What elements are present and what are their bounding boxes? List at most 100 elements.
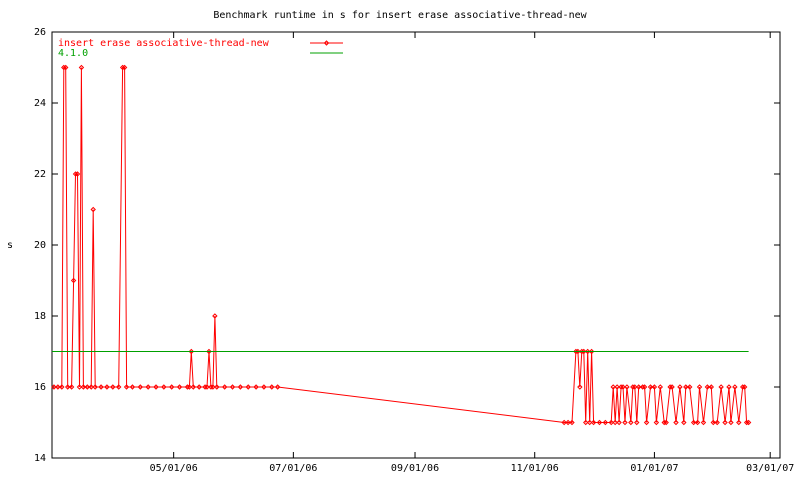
- x-tick-label: 01/01/07: [630, 463, 678, 474]
- data-point: [718, 384, 724, 390]
- x-tick-label: 11/01/06: [511, 463, 559, 474]
- data-point: [129, 384, 136, 390]
- data-point: [639, 384, 646, 390]
- data-point: [616, 419, 622, 426]
- data-point: [694, 419, 701, 426]
- data-point: [728, 419, 734, 426]
- data-point: [677, 384, 683, 390]
- series-line: [54, 67, 749, 423]
- data-point: [590, 419, 597, 426]
- data-point: [119, 64, 126, 71]
- data-point: [78, 64, 85, 71]
- data-point: [92, 384, 98, 390]
- data-point: [61, 64, 67, 71]
- data-point: [624, 384, 630, 390]
- x-tick-label: 03/01/07: [746, 463, 794, 474]
- data-point: [63, 64, 69, 71]
- data-point: [736, 419, 742, 426]
- chart-title: Benchmark runtime in s for insert erase …: [213, 10, 587, 21]
- data-point: [90, 206, 96, 213]
- data-point: [641, 384, 648, 390]
- data-point: [569, 419, 575, 426]
- y-tick-label: 18: [34, 311, 46, 322]
- data-point: [622, 419, 628, 426]
- data-point: [261, 384, 267, 390]
- data-point: [245, 384, 251, 390]
- data-point: [657, 384, 664, 390]
- data-point: [663, 419, 669, 426]
- data-point: [253, 384, 259, 390]
- data-point: [696, 384, 703, 390]
- data-point: [722, 419, 728, 426]
- data-point: [196, 384, 202, 390]
- data-point: [743, 419, 750, 426]
- data-point: [202, 384, 208, 390]
- data-point: [667, 384, 673, 390]
- y-tick-label: 22: [34, 169, 46, 180]
- data-point: [214, 384, 220, 390]
- data-point: [98, 384, 104, 390]
- data-point: [212, 313, 218, 319]
- data-point: [221, 384, 228, 390]
- y-tick-label: 20: [34, 240, 46, 251]
- data-point: [59, 384, 65, 390]
- data-point: [661, 419, 667, 426]
- data-point: [161, 384, 167, 390]
- data-point: [110, 384, 116, 390]
- legend-marker: [323, 40, 330, 46]
- data-point: [229, 384, 236, 390]
- data-point: [741, 384, 748, 390]
- data-point: [628, 419, 634, 426]
- x-tick-label: 05/01/06: [150, 463, 198, 474]
- legend-label: insert erase associative-thread-new: [58, 38, 270, 49]
- data-point: [68, 384, 75, 390]
- data-point: [630, 384, 636, 390]
- data-point: [669, 384, 675, 390]
- y-tick-label: 24: [34, 98, 46, 109]
- plot-border: [51, 31, 781, 459]
- data-point: [596, 419, 603, 426]
- data-point: [745, 419, 752, 426]
- data-point: [740, 384, 746, 390]
- x-tick-label: 09/01/06: [391, 463, 439, 474]
- y-axis-label: s: [7, 240, 13, 251]
- data-point: [116, 384, 122, 390]
- data-point: [634, 419, 640, 426]
- data-point: [714, 419, 720, 426]
- y-tick-label: 14: [34, 453, 46, 464]
- data-point: [176, 384, 183, 390]
- data-point: [104, 384, 110, 390]
- data-point: [687, 384, 693, 390]
- data-point: [153, 384, 159, 390]
- data-point: [653, 419, 660, 426]
- data-point: [651, 384, 658, 390]
- data-point: [269, 384, 275, 390]
- data-point: [732, 384, 738, 390]
- data-point: [274, 384, 281, 390]
- data-point: [190, 384, 196, 390]
- data-point: [577, 384, 583, 390]
- data-point: [70, 277, 77, 284]
- data-point: [618, 384, 624, 390]
- data-point: [673, 419, 679, 426]
- y-tick-label: 16: [34, 382, 46, 393]
- data-point: [74, 171, 81, 177]
- data-point: [121, 64, 128, 71]
- data-point: [700, 419, 707, 426]
- x-tick-label: 07/01/06: [269, 463, 317, 474]
- data-point: [708, 384, 715, 390]
- data-point: [208, 384, 214, 390]
- data-point: [602, 419, 609, 426]
- data-point: [184, 384, 191, 390]
- legend-label: 4.1.0: [58, 48, 88, 59]
- data-point: [643, 419, 650, 426]
- data-point: [681, 419, 687, 426]
- data-point: [168, 384, 175, 390]
- data-point: [726, 384, 732, 390]
- y-tick-label: 26: [34, 27, 46, 38]
- data-point: [72, 171, 79, 177]
- data-point: [123, 384, 130, 390]
- data-point: [137, 384, 144, 390]
- data-point: [237, 384, 244, 390]
